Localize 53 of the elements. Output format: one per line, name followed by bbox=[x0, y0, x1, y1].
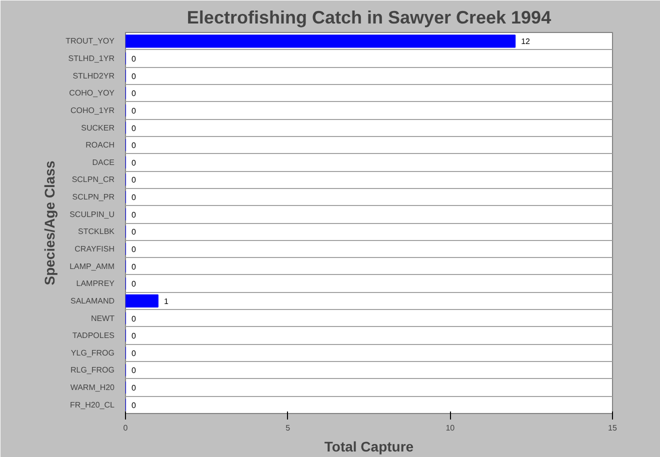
x-tick-label: 10 bbox=[446, 424, 456, 432]
y-axis-title: Species/Age Class bbox=[42, 160, 58, 286]
y-tick-label: COHO_YOY bbox=[69, 88, 116, 98]
data-label: 0 bbox=[132, 106, 136, 116]
x-axis-title: Total Capture bbox=[324, 438, 414, 454]
y-tick-label: DACE bbox=[92, 158, 115, 167]
y-tick-label: NEWT bbox=[90, 314, 115, 323]
data-label: 0 bbox=[132, 280, 136, 289]
x-tick-label: 5 bbox=[286, 424, 291, 432]
x-tick-label: 0 bbox=[123, 424, 128, 432]
y-tick-label: COHO_1YR bbox=[70, 106, 115, 115]
data-label: 0 bbox=[132, 193, 136, 202]
x-tick-label: 15 bbox=[608, 424, 618, 432]
data-label: 0 bbox=[132, 314, 136, 324]
y-tick-label: STCKLBK bbox=[78, 227, 116, 236]
y-tick-label: SALAMAND bbox=[70, 296, 115, 306]
data-label: 0 bbox=[132, 72, 136, 81]
data-label: 1 bbox=[164, 296, 169, 306]
y-tick-label: ROACH bbox=[86, 140, 115, 150]
y-tick-label: SUCKER bbox=[81, 123, 115, 132]
y-tick-label: TROUT_YOY bbox=[66, 36, 116, 46]
bar bbox=[126, 34, 516, 48]
data-label: 0 bbox=[132, 262, 136, 272]
y-tick-label: FR_H20_CL bbox=[70, 400, 116, 410]
y-tick-label: SCULPIN_U bbox=[70, 210, 115, 219]
y-tick-label: CRAYFISH bbox=[74, 244, 115, 254]
data-label: 12 bbox=[521, 37, 531, 46]
data-label: 0 bbox=[132, 244, 136, 254]
y-tick-label: LAMP_AMM bbox=[70, 262, 115, 271]
data-label: 0 bbox=[132, 89, 136, 98]
data-label: 0 bbox=[132, 158, 136, 168]
data-label: 0 bbox=[132, 124, 136, 133]
y-tick-label: WARM_H20 bbox=[70, 383, 116, 392]
y-tick-label: SCLPN_CR bbox=[72, 175, 115, 184]
chart-title: Electrofishing Catch in Sawyer Creek 1994 bbox=[186, 8, 552, 28]
data-label: 0 bbox=[132, 141, 136, 150]
data-label: 0 bbox=[132, 176, 136, 185]
data-label: 0 bbox=[132, 348, 136, 358]
y-tick-label: STLHD_1YR bbox=[68, 54, 115, 63]
y-tick-label: SCLPN_PR bbox=[72, 192, 115, 202]
y-tick-label: RLG_FROG bbox=[70, 366, 115, 375]
y-tick-label: STLHD2YR bbox=[72, 71, 115, 80]
data-label: 0 bbox=[132, 210, 136, 220]
data-label: 0 bbox=[132, 366, 136, 376]
data-label: 0 bbox=[132, 54, 136, 64]
data-label: 0 bbox=[132, 228, 136, 237]
y-tick-label: LAMPREY bbox=[76, 279, 116, 288]
y-tick-label: TADPOLES bbox=[72, 331, 115, 340]
data-label: 0 bbox=[132, 384, 136, 393]
y-tick-label: YLG_FROG bbox=[70, 348, 115, 358]
data-label: 0 bbox=[132, 332, 136, 341]
data-label: 0 bbox=[132, 400, 136, 410]
bar bbox=[126, 294, 158, 308]
